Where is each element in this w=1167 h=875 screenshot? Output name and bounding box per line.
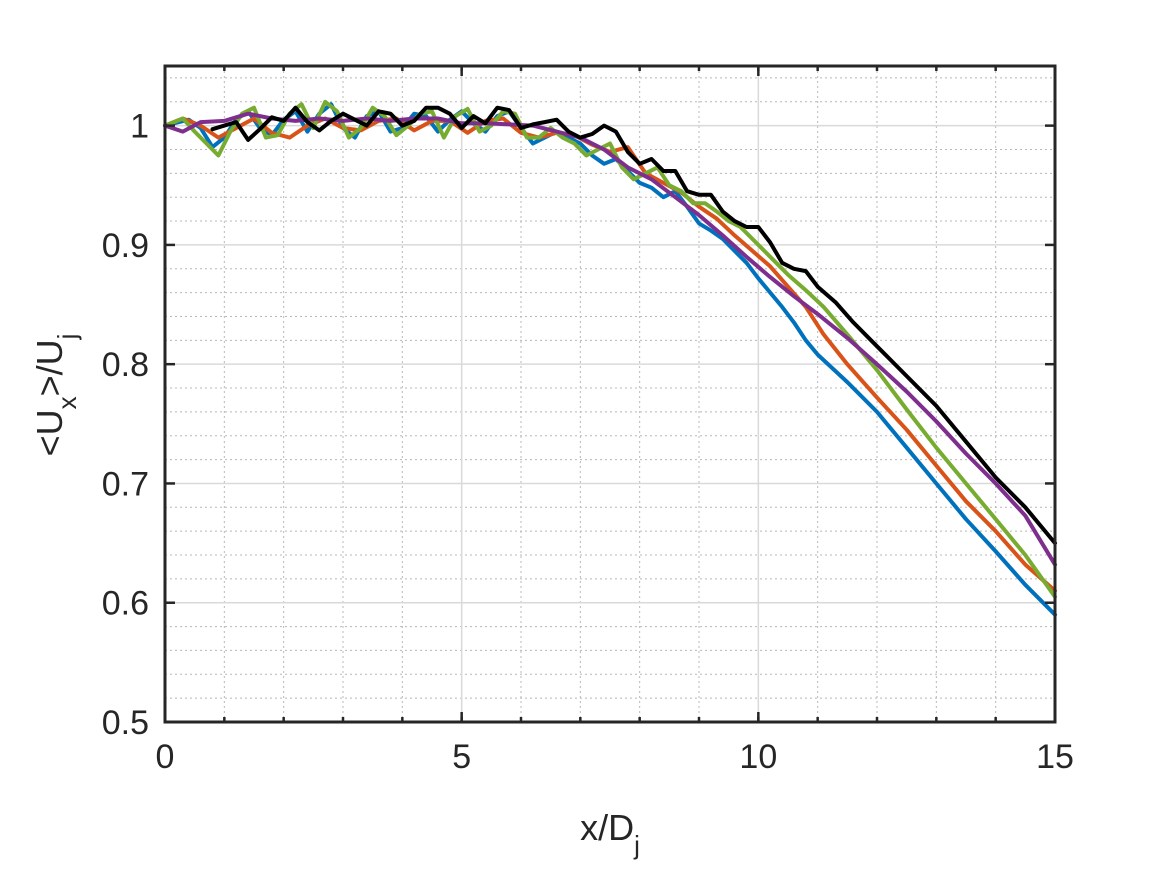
x-axis-label-main: x/D — [580, 807, 634, 848]
y-tick-label: 0.9 — [102, 227, 149, 265]
data-lines — [163, 99, 1057, 617]
x-tick-labels: 0 5 10 15 — [156, 738, 1074, 776]
y-axis-label-part2: >/U — [29, 339, 70, 396]
y-tick-label: 0.6 — [102, 585, 149, 623]
y-tick-label: 0.5 — [102, 704, 149, 742]
x-tick-label: 15 — [1036, 738, 1074, 776]
series-line-4 — [163, 111, 1057, 567]
major-grid — [164, 66, 1056, 723]
x-tick-label: 5 — [452, 738, 471, 776]
x-axis-label-subscript: j — [633, 830, 640, 860]
series-line-3 — [163, 99, 1057, 599]
y-tick-label: 0.8 — [102, 346, 149, 384]
series-line-2 — [163, 116, 1057, 593]
axes-frame — [163, 64, 1057, 724]
y-tick-labels: 0.5 0.6 0.7 0.8 0.9 1 — [102, 108, 149, 742]
y-axis-label-subscript2: j — [52, 334, 82, 341]
minor-grid — [165, 66, 1055, 722]
series-line-1 — [163, 102, 1057, 617]
y-tick-label: 1 — [130, 108, 149, 146]
x-tick-label: 0 — [156, 738, 175, 776]
axis-ticks — [163, 66, 1057, 724]
series-line-5 — [210, 105, 1057, 546]
x-axis-label: x/Dj — [580, 807, 640, 860]
y-axis-label-part1: <U — [29, 409, 70, 456]
y-axis-label: <Ux>/Uj — [29, 334, 82, 457]
x-tick-label: 10 — [739, 738, 777, 776]
y-axis-label-subscript1: x — [52, 396, 82, 409]
y-tick-label: 0.7 — [102, 465, 149, 503]
